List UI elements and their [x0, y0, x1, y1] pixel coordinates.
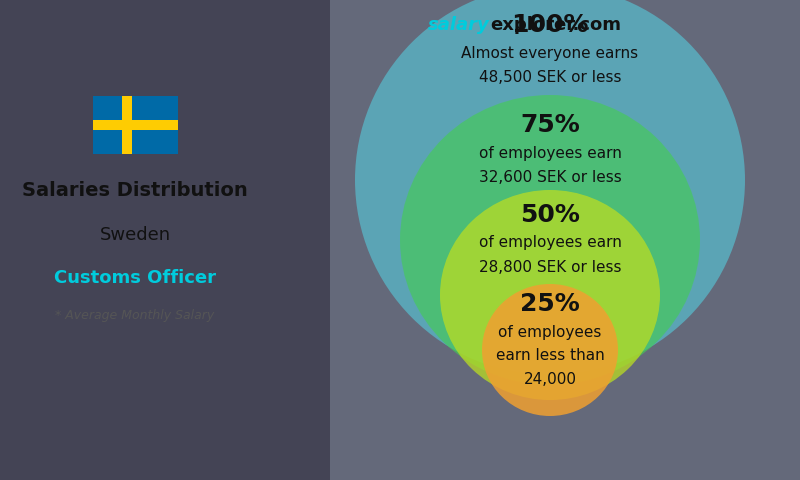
Text: 100%: 100% — [511, 13, 589, 37]
Ellipse shape — [400, 95, 700, 385]
Text: Customs Officer: Customs Officer — [54, 269, 216, 287]
Ellipse shape — [482, 284, 618, 416]
Text: 25%: 25% — [520, 292, 580, 316]
Bar — [330, 0, 800, 480]
Text: Almost everyone earns: Almost everyone earns — [462, 46, 638, 60]
Bar — [93, 120, 178, 130]
Bar — [93, 96, 178, 154]
Text: of employees: of employees — [498, 324, 602, 339]
Ellipse shape — [355, 0, 745, 375]
Text: 32,600 SEK or less: 32,600 SEK or less — [478, 169, 622, 184]
Text: salary: salary — [428, 16, 490, 34]
Ellipse shape — [440, 190, 660, 400]
Bar — [0, 0, 330, 480]
Bar — [122, 96, 132, 154]
Text: of employees earn: of employees earn — [478, 236, 622, 251]
Text: of employees earn: of employees earn — [478, 145, 622, 160]
Text: 24,000: 24,000 — [523, 372, 577, 387]
Text: Sweden: Sweden — [99, 226, 170, 244]
Text: earn less than: earn less than — [496, 348, 604, 363]
Text: 48,500 SEK or less: 48,500 SEK or less — [478, 70, 622, 84]
Text: * Average Monthly Salary: * Average Monthly Salary — [55, 309, 214, 322]
Text: explorer.com: explorer.com — [490, 16, 621, 34]
Text: Salaries Distribution: Salaries Distribution — [22, 180, 248, 200]
Text: 28,800 SEK or less: 28,800 SEK or less — [478, 260, 622, 275]
Text: 75%: 75% — [520, 113, 580, 137]
Text: 50%: 50% — [520, 203, 580, 227]
